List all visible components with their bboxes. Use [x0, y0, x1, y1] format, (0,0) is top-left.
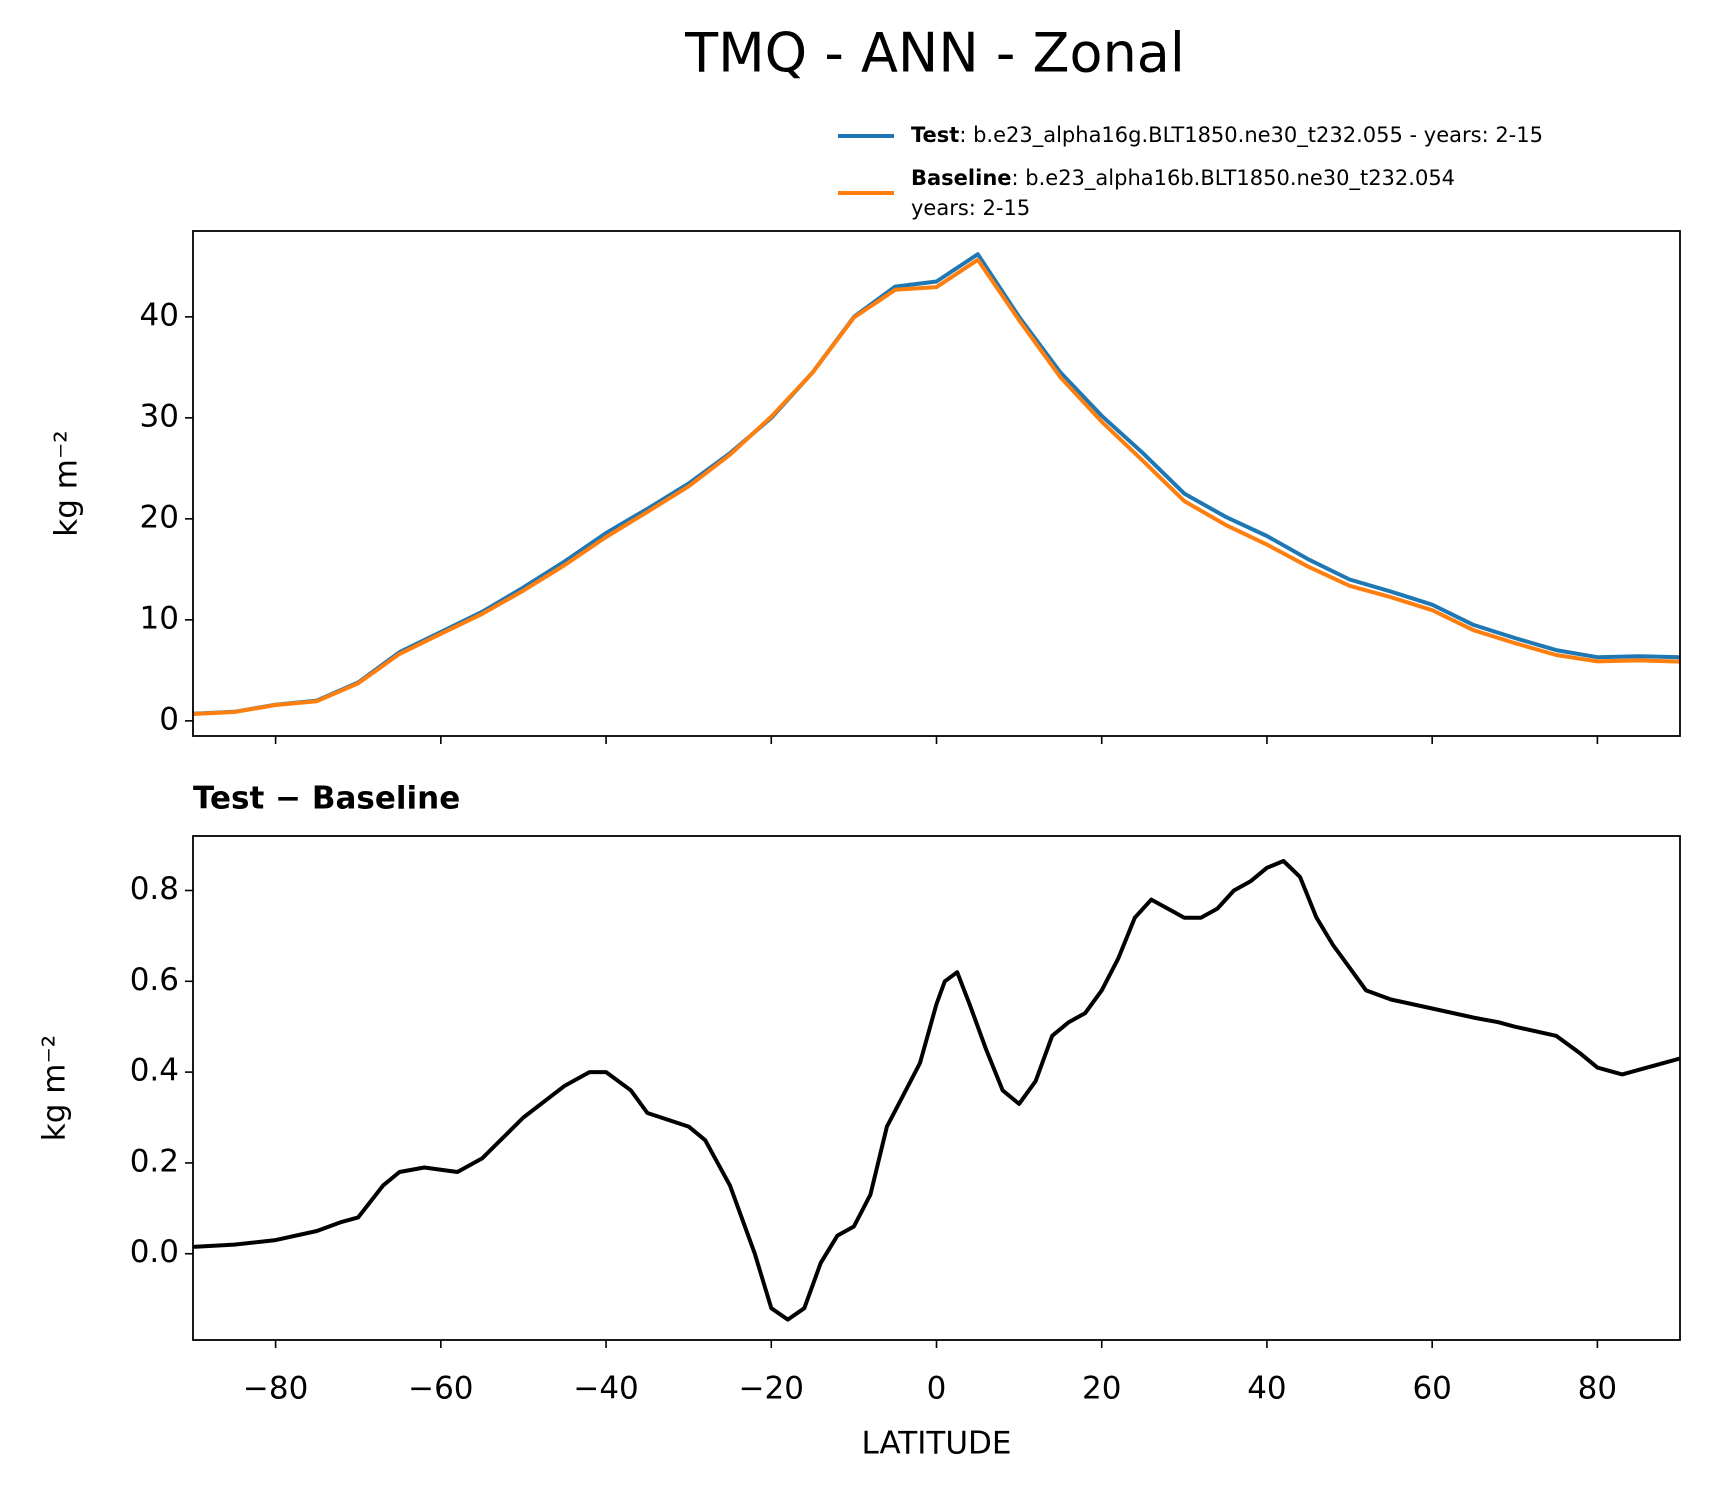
x-tick-label: −20 [739, 1371, 804, 1407]
x-tick-label: 40 [1247, 1371, 1286, 1407]
y-tick-label: 0 [159, 701, 179, 737]
y-tick-label: 10 [140, 600, 179, 636]
x-tick-label: −60 [408, 1371, 473, 1407]
legend-name: Test [911, 123, 959, 147]
series-line [192, 859, 1681, 1322]
y-axis-label: kg m⁻² [49, 430, 85, 536]
y-tick-label: 40 [140, 297, 179, 333]
y-tick-label: 20 [140, 499, 179, 535]
series-line [192, 257, 1681, 716]
x-tick-label: −40 [573, 1371, 638, 1407]
legend-description: : b.e23_alpha16b.BLT1850.ne30_t232.054 [1012, 166, 1456, 191]
y-tick-label: 0.2 [130, 1143, 179, 1179]
x-tick-label: 20 [1082, 1371, 1121, 1407]
y-tick-label: 30 [140, 398, 179, 434]
axes-frame [192, 835, 1681, 1341]
y-axis-label: kg m⁻² [37, 1035, 73, 1141]
y-tick-label: 0.4 [130, 1053, 179, 1089]
x-axis-label: LATITUDE [862, 1426, 1012, 1462]
y-tick-label: 0.0 [130, 1234, 179, 1270]
x-tick-label: 80 [1578, 1371, 1617, 1407]
legend-label: Baseline: b.e23_alpha16b.BLT1850.ne30_t2… [911, 166, 1455, 220]
legend-label: Test: b.e23_alpha16g.BLT1850.ne30_t232.0… [911, 123, 1543, 148]
axes-frame [192, 230, 1681, 737]
x-tick-label: 60 [1412, 1371, 1451, 1407]
legend-description: years: 2-15 [911, 196, 1030, 220]
panel-title: Test − Baseline [193, 781, 460, 817]
y-tick-label: 0.6 [130, 962, 179, 998]
y-tick-label: 0.8 [130, 871, 179, 907]
chart-title: TMQ - ANN - Zonal [684, 22, 1185, 85]
x-tick-label: −80 [243, 1371, 308, 1407]
legend-name: Baseline [911, 166, 1012, 190]
x-tick-label: 0 [927, 1371, 947, 1407]
legend-description: : b.e23_alpha16g.BLT1850.ne30_t232.055 -… [959, 123, 1543, 148]
